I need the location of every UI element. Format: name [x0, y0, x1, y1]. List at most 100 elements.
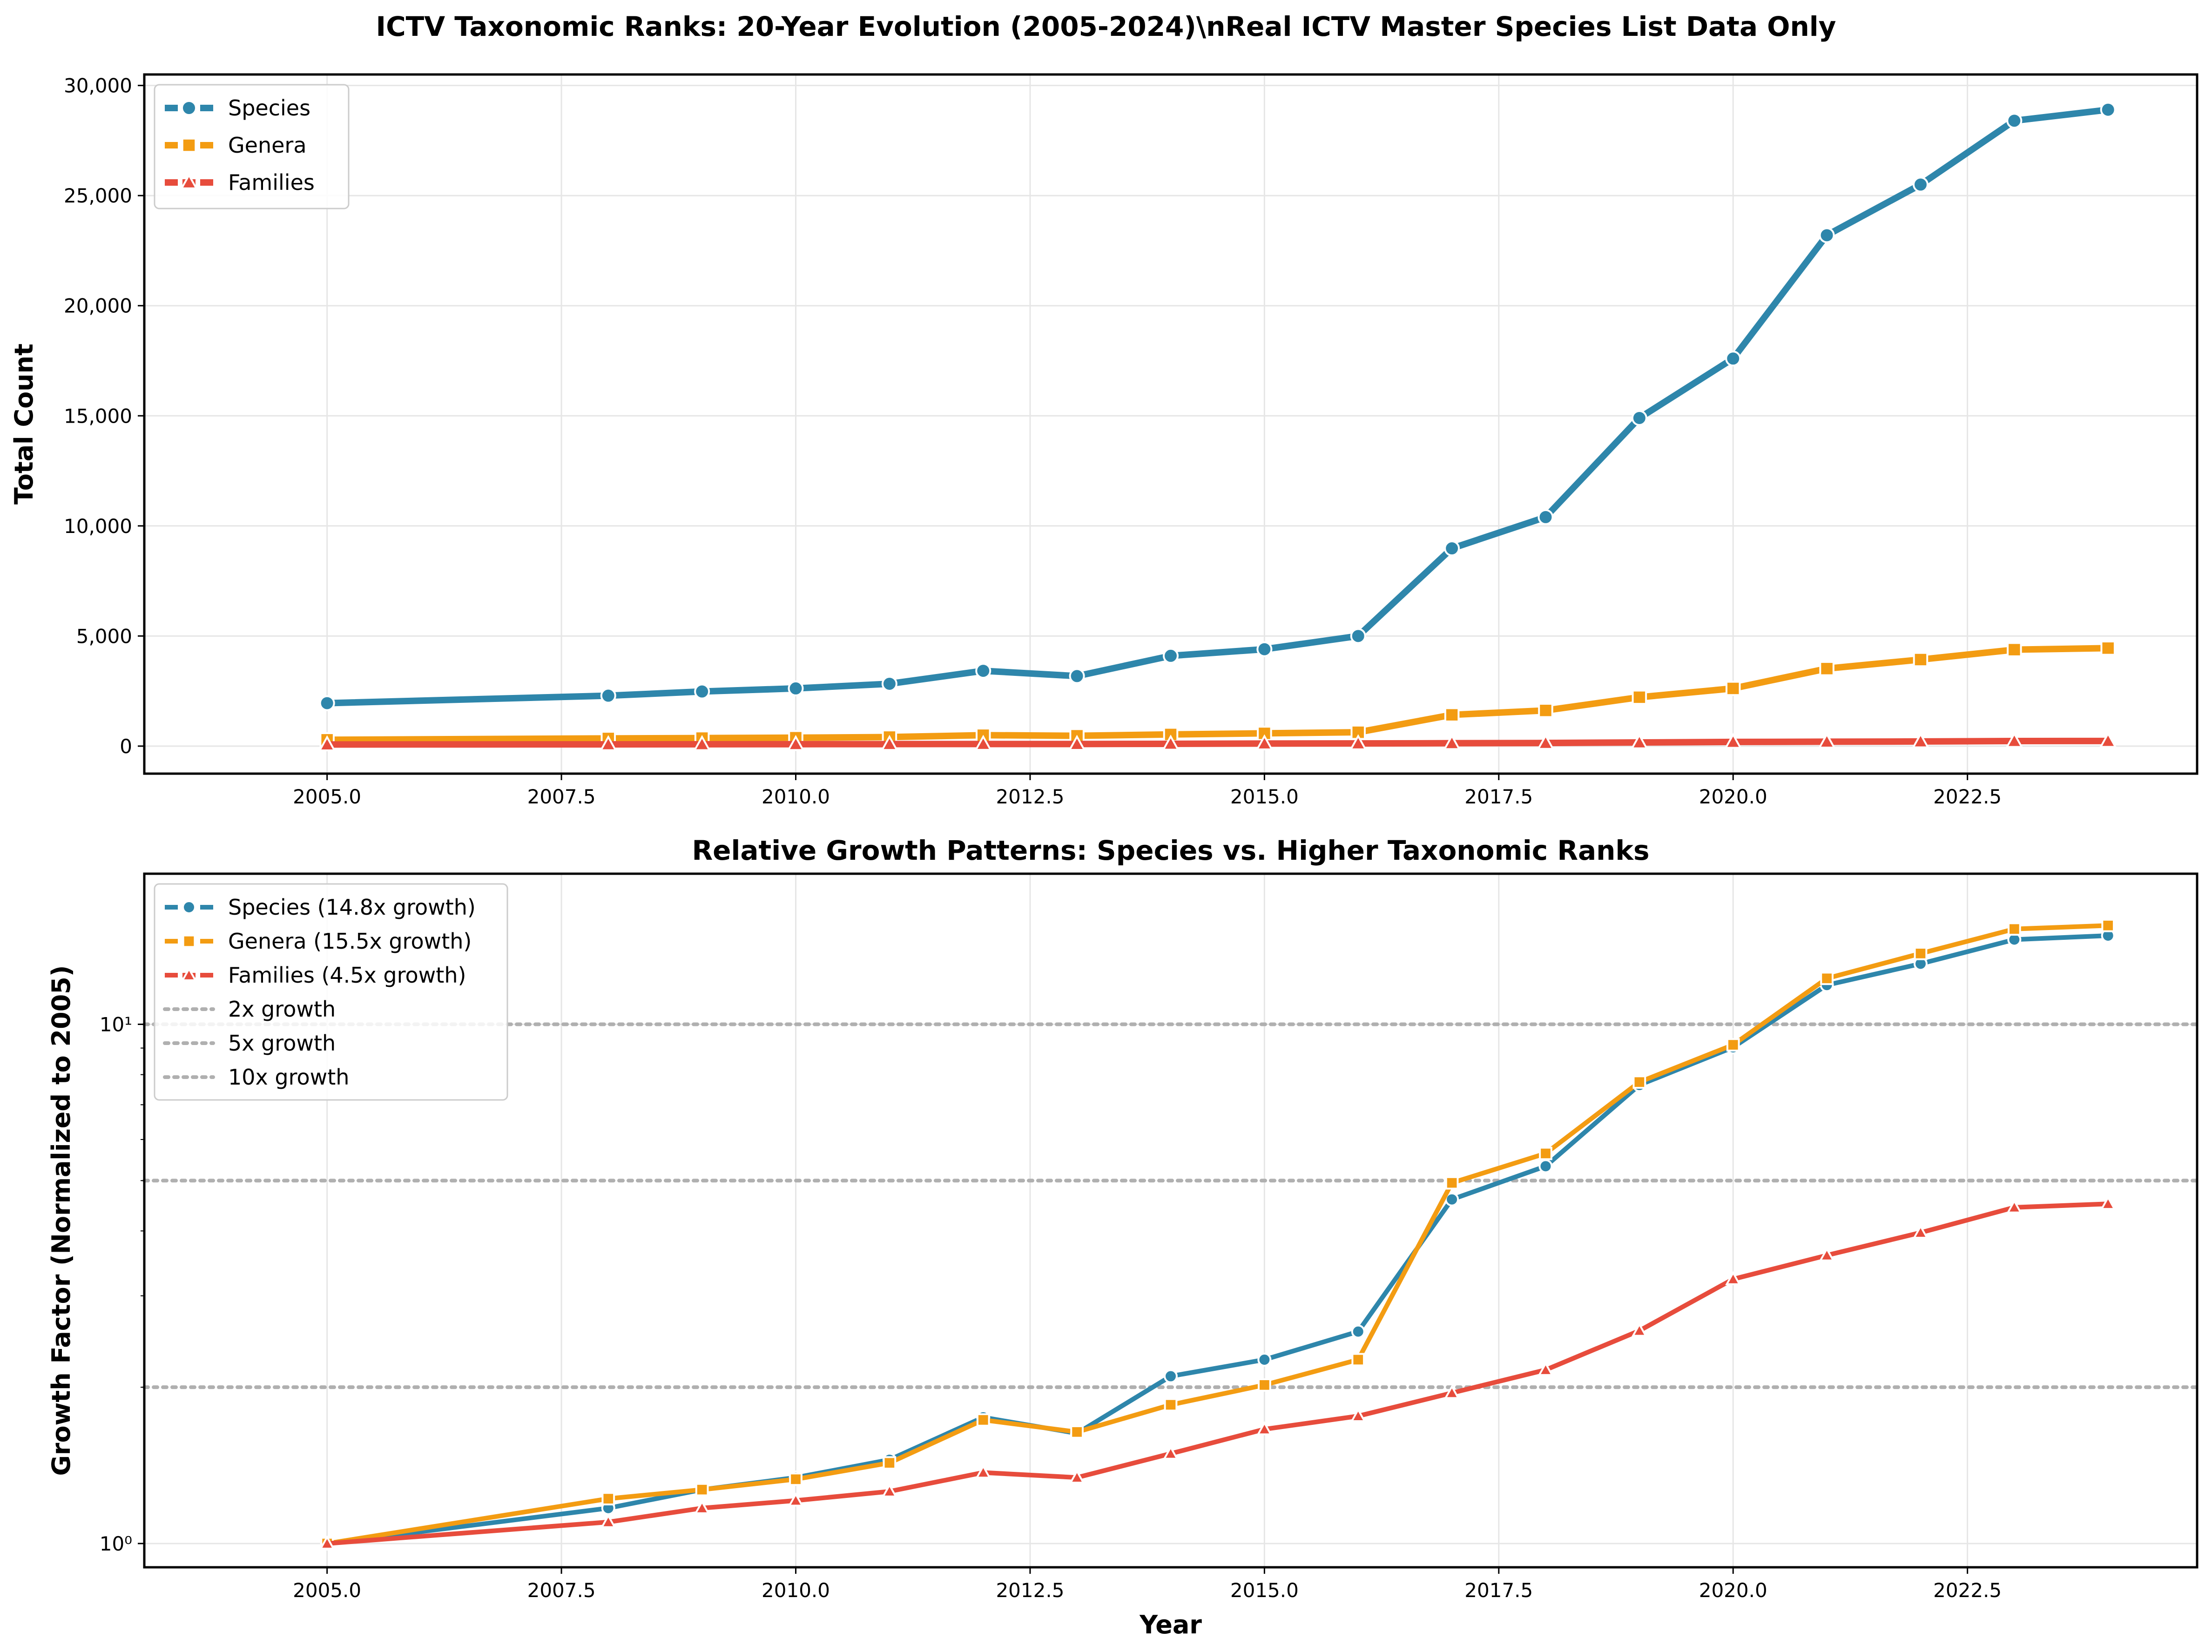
legend-item: 5x growth: [163, 1031, 336, 1056]
data-point-families: [1069, 1469, 1085, 1484]
x-tick-label: 2012.5: [996, 785, 1064, 808]
legend-box: [154, 84, 350, 209]
legend-marker: [180, 173, 198, 189]
data-point-genera: [1164, 1398, 1178, 1412]
data-point-genera: [1539, 1146, 1552, 1160]
x-tick-label: 2005.0: [293, 785, 361, 808]
legend-item: Families: [165, 170, 315, 195]
legend-label: Genera (15.5x growth): [228, 929, 472, 954]
x-tick-label: 2022.5: [1933, 785, 2002, 808]
y-tick-label: 20,000: [64, 295, 132, 317]
data-point-families: [1161, 735, 1180, 751]
data-point-families: [787, 735, 805, 751]
data-point-genera: [883, 1456, 897, 1470]
legend-label: 5x growth: [228, 1031, 336, 1056]
data-point-families: [1068, 735, 1086, 751]
data-point-families: [1725, 1271, 1741, 1285]
data-point-genera: [1913, 652, 1929, 668]
data-point-genera: [1632, 689, 1647, 705]
growth-factor-chart: 2005.0 2007.5 2010.0 2012.5 2015.0 2017.5 2020…: [47, 835, 2199, 1639]
data-point-families: [1818, 732, 1836, 749]
data-point-genera: [2007, 642, 2022, 657]
x-tick-label: 2010.0: [762, 785, 830, 808]
data-point-genera: [1726, 1038, 1740, 1052]
x-tick-label: 2010.0: [762, 1579, 830, 1602]
y-tick-label: 25,000: [64, 184, 132, 207]
legend-item: 2x growth: [163, 997, 336, 1022]
data-point-genera: [1258, 1378, 1271, 1392]
data-point-genera: [2101, 918, 2115, 932]
data-point-species: [1163, 647, 1179, 664]
data-point-genera: [1820, 971, 1834, 985]
x-tick-label: 2012.5: [996, 1579, 1064, 1602]
data-point-families: [318, 735, 336, 752]
x-tick-label: 2007.5: [527, 785, 596, 808]
data-point-species: [1538, 1159, 1553, 1173]
legend-label: Families: [228, 170, 315, 195]
data-point-species: [1069, 668, 1085, 684]
series-line-families: [324, 737, 2111, 748]
data-point-genera: [789, 1472, 803, 1486]
data-point-families: [1537, 734, 1555, 750]
data-point-genera: [695, 1483, 709, 1497]
data-point-genera: [1819, 661, 1834, 676]
data-point-species: [1164, 1369, 1178, 1383]
data-point-genera: [1445, 1176, 1459, 1190]
data-point-families: [1630, 733, 1648, 749]
data-point-species: [1725, 351, 1741, 367]
y-tick-label: 15,000: [64, 405, 132, 427]
data-point-families: [975, 1464, 991, 1479]
legend-marker: [181, 100, 197, 116]
data-point-families: [1819, 1247, 1835, 1261]
data-point-families: [1162, 1445, 1179, 1460]
x-tick-label: 2015.0: [1230, 1579, 1299, 1602]
data-point-species: [2006, 113, 2023, 129]
data-point-species: [694, 683, 710, 700]
x-tick-label: 2017.5: [1464, 785, 1533, 808]
data-point-families: [1350, 1408, 1366, 1423]
legend-item: Genera (15.5x growth): [165, 929, 472, 954]
data-point-species: [2100, 101, 2116, 118]
data-point-families: [1256, 1421, 1273, 1436]
data-point-species: [1256, 641, 1273, 657]
legend-item: Genera: [165, 133, 307, 158]
data-point-genera: [1351, 1353, 1365, 1367]
x-tick-label: 2017.5: [1464, 1579, 1533, 1602]
data-point-species: [788, 680, 804, 696]
data-point-families: [1912, 1224, 1929, 1239]
data-point-species: [1819, 227, 1835, 243]
x-tick-label: 2005.0: [293, 1579, 361, 1602]
y-tick-label: 5,000: [76, 625, 132, 647]
legend-label: Genera: [228, 133, 307, 158]
legend-marker: [182, 934, 196, 948]
legend-label: Species (14.8x growth): [228, 895, 476, 920]
data-point-species: [1538, 509, 1554, 525]
data-point-genera: [1444, 707, 1460, 722]
data-point-species: [1350, 628, 1366, 644]
y-axis-label: Total Count: [9, 344, 39, 505]
legend: Species Genera Families: [154, 84, 350, 209]
data-point-families: [1724, 733, 1742, 749]
y-tick-label: 10⁰: [100, 1532, 132, 1555]
x-tick-label: 2015.0: [1230, 785, 1299, 808]
data-point-genera: [976, 1413, 990, 1427]
data-point-families: [600, 1514, 616, 1528]
data-point-families: [788, 1492, 804, 1507]
legend-item: Families (4.5x growth): [165, 963, 466, 988]
legend-item: 10x growth: [163, 1065, 349, 1090]
legend-item: Species (14.8x growth): [165, 895, 476, 920]
data-point-genera: [2007, 922, 2021, 936]
chart-title: Relative Growth Patterns: Species vs. Hi…: [692, 835, 1649, 866]
data-point-families: [1255, 734, 1274, 750]
legend-label: Species: [228, 95, 310, 121]
data-point-species: [1351, 1324, 1365, 1339]
axes-frame: [143, 73, 2199, 775]
data-point-species: [1631, 410, 1647, 426]
data-point-families: [2099, 731, 2117, 748]
data-point-families: [1443, 734, 1461, 750]
data-point-genera: [1070, 1425, 1084, 1439]
data-point-families: [2006, 1199, 2023, 1214]
data-point-families: [1444, 1384, 1460, 1399]
data-point-species: [1912, 176, 1929, 193]
